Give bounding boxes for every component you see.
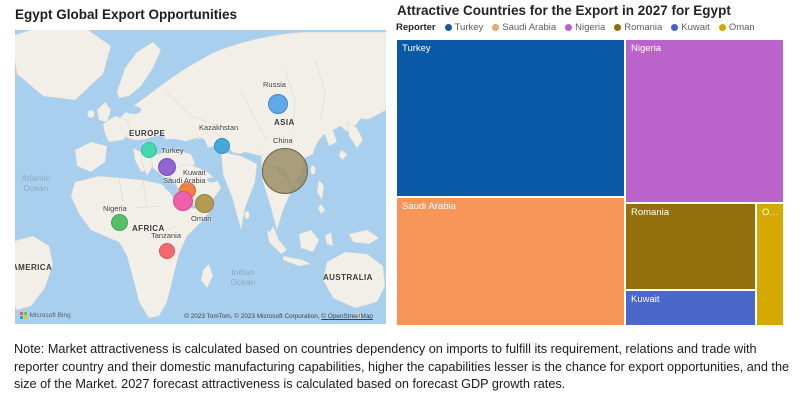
footnote: Note: Market attractiveness is calculate… bbox=[14, 342, 790, 391]
microsoft-logo-icon bbox=[20, 312, 27, 319]
bubble-label-saudi-arabia: Saudi Arabia bbox=[163, 176, 206, 185]
microsoft-bing-logo: Microsoft Bing bbox=[20, 312, 71, 319]
bubble-china[interactable] bbox=[262, 148, 308, 194]
legend-dot-kuwait bbox=[671, 24, 679, 31]
map-panel-title: Egypt Global Export Opportunities bbox=[15, 7, 238, 22]
map-attribution: © 2023 TomTom, © 2023 Microsoft Corporat… bbox=[184, 313, 373, 320]
legend-dot-nigeria bbox=[565, 24, 573, 31]
world-bubble-map[interactable]: EUROPE ASIA AFRICA AUSTRALIA AMERICA Atl… bbox=[15, 30, 386, 324]
treemap-legend: Reporter Turkey Saudi Arabia Nigeria Rom… bbox=[396, 22, 755, 33]
bubble-label-russia: Russia bbox=[263, 80, 286, 89]
bubble-kazakhstan[interactable] bbox=[214, 138, 230, 154]
continent-label-australia: AUSTRALIA bbox=[323, 273, 373, 282]
legend-item-saudi-arabia[interactable]: Saudi Arabia bbox=[492, 22, 556, 33]
legend-dot-saudi-arabia bbox=[492, 24, 500, 31]
attribution-text: © 2023 TomTom, © 2023 Microsoft Corporat… bbox=[184, 313, 322, 320]
bubble-tanzania[interactable] bbox=[159, 243, 175, 259]
bubble-label-kazakhstan: Kazakhstan bbox=[199, 123, 239, 132]
continent-label-america: AMERICA bbox=[15, 263, 53, 272]
legend-item-romania[interactable]: Romania bbox=[614, 22, 662, 33]
legend-label-turkey: Turkey bbox=[454, 22, 484, 33]
bubble-oman[interactable] bbox=[195, 194, 214, 213]
treemap-tile-label-turkey: Turkey bbox=[402, 43, 431, 54]
bubble-label-tanzania: Tanzania bbox=[151, 231, 182, 240]
treemap-tile-label-kuwait: Kuwait bbox=[631, 294, 660, 305]
treemap-tile-label-oman: Oman bbox=[762, 207, 783, 218]
legend-item-turkey[interactable]: Turkey bbox=[444, 22, 484, 33]
ocean-label-indian-line1: Indian bbox=[231, 268, 255, 277]
legend-dot-turkey bbox=[444, 24, 452, 31]
continent-label-africa: AFRICA bbox=[132, 224, 165, 233]
bubble-label-turkey: Turkey bbox=[161, 146, 184, 155]
legend-title: Reporter bbox=[396, 22, 436, 33]
ocean-label-atlantic-line1: Atlantic bbox=[21, 174, 51, 183]
treemap-tile-label-saudi-arabia: Saudi Arabia bbox=[402, 201, 456, 212]
bubble-label-kuwait: Kuwait bbox=[183, 168, 206, 177]
treemap-tile-saudi-arabia[interactable]: Saudi Arabia bbox=[397, 198, 624, 325]
bing-logo-label: Microsoft Bing bbox=[29, 312, 71, 319]
treemap-tile-romania[interactable]: Romania bbox=[626, 204, 755, 289]
legend-label-romania: Romania bbox=[624, 22, 663, 33]
bubble-unlabeled-pink[interactable] bbox=[173, 191, 193, 211]
ocean-label-indian-line2: Ocean bbox=[230, 277, 256, 287]
treemap-tile-label-romania: Romania bbox=[631, 207, 670, 218]
bubble-label-china: China bbox=[273, 136, 293, 145]
treemap-tile-turkey[interactable]: Turkey bbox=[397, 40, 624, 196]
bubble-nigeria[interactable] bbox=[111, 214, 128, 231]
ocean-label-atlantic: Atlantic Ocean bbox=[15, 174, 66, 193]
legend-dot-oman bbox=[718, 24, 726, 31]
legend-label-kuwait: Kuwait bbox=[681, 22, 710, 33]
world-landmass-svg bbox=[15, 30, 386, 319]
treemap-tile-kuwait[interactable]: Kuwait bbox=[626, 291, 755, 325]
bubble-turkey[interactable] bbox=[141, 142, 157, 158]
bubble-label-oman: Oman bbox=[191, 214, 212, 223]
bubble-label-nigeria: Nigeria bbox=[103, 204, 127, 213]
legend-dot-romania bbox=[614, 24, 622, 31]
ocean-label-indian: Indian Ocean bbox=[213, 268, 273, 287]
continent-label-europe: EUROPE bbox=[129, 129, 166, 138]
bubble-kuwait[interactable] bbox=[158, 158, 176, 176]
treemap-tile-nigeria[interactable]: Nigeria bbox=[626, 40, 783, 202]
treemap-chart: Turkey Nigeria Saudi Arabia Romania Kuwa… bbox=[397, 40, 783, 325]
legend-label-oman: Oman bbox=[728, 22, 755, 33]
treemap-tile-oman[interactable]: Oman bbox=[757, 204, 783, 325]
legend-label-saudi-arabia: Saudi Arabia bbox=[502, 22, 557, 33]
treemap-tile-label-nigeria: Nigeria bbox=[631, 43, 662, 54]
treemap-panel-title: Attractive Countries for the Export in 2… bbox=[397, 3, 731, 18]
ocean-label-atlantic-line2: Ocean bbox=[23, 183, 49, 193]
continent-label-asia: ASIA bbox=[274, 118, 295, 127]
attribution-openstreetmap-link[interactable]: © OpenStreetMap bbox=[321, 313, 373, 320]
legend-item-kuwait[interactable]: Kuwait bbox=[671, 22, 710, 33]
legend-label-nigeria: Nigeria bbox=[575, 22, 606, 33]
legend-item-oman[interactable]: Oman bbox=[718, 22, 755, 33]
legend-item-nigeria[interactable]: Nigeria bbox=[565, 22, 605, 33]
bubble-russia[interactable] bbox=[268, 94, 288, 114]
